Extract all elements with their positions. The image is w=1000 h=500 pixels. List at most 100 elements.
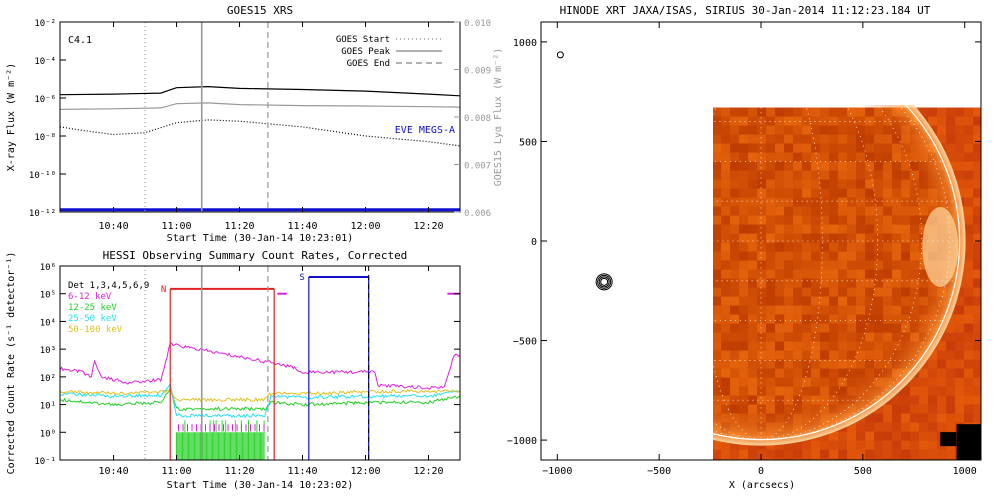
xrt-pixel — [955, 152, 965, 162]
xrt-pixel — [964, 143, 974, 153]
hessi-legend-label-2: 6-12 keV — [68, 292, 112, 302]
xrt-pixel — [955, 305, 965, 315]
xrt-pixel — [883, 422, 893, 432]
xrt-pixel — [955, 359, 965, 369]
xrt-pixel — [802, 449, 812, 459]
xrt-pixel — [973, 341, 981, 351]
xrt-pixel — [946, 413, 956, 423]
xrt-pixel — [964, 215, 974, 225]
xrt-pixel — [784, 449, 794, 459]
xrt-pixel — [883, 404, 893, 414]
xrt-pixel — [919, 422, 929, 432]
xrt-pixel — [757, 449, 767, 459]
xrt-pixel — [964, 386, 974, 396]
xrt-pixel — [739, 449, 749, 459]
xrt-pixel — [865, 413, 875, 423]
xrt-pixel — [946, 314, 956, 324]
xrt-pixel — [946, 404, 956, 414]
xrt-pixel — [973, 377, 981, 387]
goes-y2tick-label-1: 0.010 — [464, 19, 491, 29]
xrt-pixel — [973, 233, 981, 243]
xrt-pixel — [973, 413, 981, 423]
xrt-xtick-label-2: −500 — [647, 466, 671, 477]
goes-y2label: GOES15 Lyα Flux (W m⁻²) — [493, 48, 504, 186]
xrt-pixel — [883, 449, 893, 459]
xrt-pixel — [964, 404, 974, 414]
xrt-image-layer — [713, 105, 981, 460]
xrt-pixel — [784, 440, 794, 450]
hessi-title: HESSI Observing Summary Count Rates, Cor… — [103, 249, 408, 262]
xrt-pixel — [865, 422, 875, 432]
xrt-pixel — [919, 458, 929, 460]
xrt-pixel — [973, 368, 981, 378]
xrt-pixel — [910, 431, 920, 441]
xrt-pixel — [721, 449, 731, 459]
xrt-pixel — [973, 188, 981, 198]
goes-ytick-label-6: 10⁻¹² — [29, 209, 56, 219]
goes-series-layer — [60, 85, 460, 212]
goes-y2tick-label-5: 0.006 — [464, 209, 491, 219]
xrt-pixel — [901, 449, 911, 459]
xrt-pixel — [955, 143, 965, 153]
xrt-pixel — [955, 107, 965, 117]
xrt-ytick-label-1: 1000 — [513, 38, 537, 49]
goes-legend-label-3: GOES End — [347, 59, 390, 69]
xrt-pixel — [964, 368, 974, 378]
xrt-pixel — [955, 161, 965, 171]
hessi-ytick-label-2: 10⁵ — [40, 291, 56, 301]
xrt-pixel — [964, 134, 974, 144]
xrt-pixel — [964, 305, 974, 315]
xrt-pixel — [964, 350, 974, 360]
xrt-small-circle — [556, 51, 564, 59]
xrt-pixel — [748, 458, 758, 460]
xrt-pixel — [713, 440, 722, 450]
xrt-pixel — [847, 431, 857, 441]
xrt-pixel — [874, 413, 884, 423]
xrt-pixel — [955, 323, 965, 333]
xrt-pixel — [955, 134, 965, 144]
xrt-pixel — [829, 440, 839, 450]
xrt-pixel — [919, 107, 929, 117]
xrt-pixel — [937, 125, 947, 135]
xrt-ytick-label-5: −1000 — [507, 436, 537, 447]
xrt-pixel — [973, 143, 981, 153]
xrt-active-region — [922, 206, 959, 287]
xrt-pixel — [955, 413, 965, 423]
xrt-pixel — [928, 458, 938, 460]
xrt-pixel — [964, 242, 974, 252]
xrt-pixel — [937, 413, 947, 423]
xrt-pixel — [829, 449, 839, 459]
hessi-xtick-label-5: 12:00 — [350, 466, 380, 477]
xrt-pixel — [964, 323, 974, 333]
xrt-pixel — [946, 116, 956, 126]
goes-xtick-label-4: 11:40 — [287, 221, 317, 232]
xrt-pixel — [874, 449, 884, 459]
xrt-pixel — [973, 161, 981, 171]
xrt-pixel — [928, 431, 938, 441]
xrt-pixel — [955, 386, 965, 396]
xrt-pixel — [973, 278, 981, 288]
xrt-pixel — [820, 431, 830, 441]
xrt-contour-2 — [597, 274, 612, 289]
xrt-pixel — [973, 332, 981, 342]
xrt-pixel — [946, 458, 956, 460]
xrt-pixel — [973, 206, 981, 216]
xrt-pixel — [802, 458, 812, 460]
goes-xlabel: Start Time (30-Jan-14 10:23:01) — [167, 233, 354, 244]
xrt-pixel — [964, 197, 974, 207]
xrt-pixel — [946, 323, 956, 333]
goes-xtick-layer: 10:40 11:00 11:20 11:40 12:00 12:20 — [98, 22, 444, 232]
goes-xtick-label-2: 11:00 — [161, 221, 191, 232]
xrt-pixel — [964, 107, 974, 117]
xrt-pixel — [937, 107, 947, 117]
xrt-pixel — [811, 449, 821, 459]
goes-y2tick-layer: 0.010 0.009 0.008 0.007 0.006 — [454, 19, 491, 219]
xrt-pixel — [865, 431, 875, 441]
xrt-pixel — [973, 395, 981, 405]
xrt-pixel — [946, 341, 956, 351]
hessi-legend-label-4: 25-50 keV — [68, 314, 117, 324]
xrt-pixel — [847, 449, 857, 459]
xrt-pixel — [775, 449, 785, 459]
